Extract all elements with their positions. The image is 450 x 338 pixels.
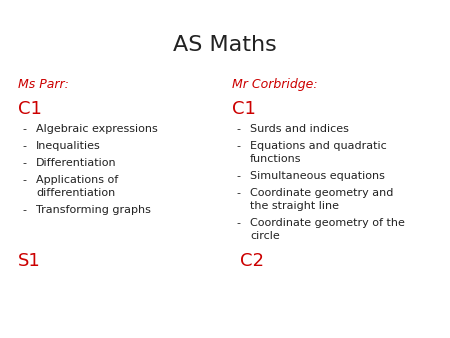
Text: differentiation: differentiation — [36, 188, 115, 198]
Text: -: - — [236, 141, 240, 151]
Text: Mr Corbridge:: Mr Corbridge: — [232, 78, 318, 91]
Text: -: - — [236, 171, 240, 181]
Text: circle: circle — [250, 231, 280, 241]
Text: -: - — [236, 124, 240, 134]
Text: Coordinate geometry and: Coordinate geometry and — [250, 188, 393, 198]
Text: Equations and quadratic: Equations and quadratic — [250, 141, 387, 151]
Text: Applications of: Applications of — [36, 175, 118, 185]
Text: Algebraic expressions: Algebraic expressions — [36, 124, 158, 134]
Text: AS Maths: AS Maths — [173, 35, 277, 55]
Text: C1: C1 — [18, 100, 42, 118]
Text: Surds and indices: Surds and indices — [250, 124, 349, 134]
Text: the straight line: the straight line — [250, 201, 339, 211]
Text: C2: C2 — [240, 252, 264, 270]
Text: functions: functions — [250, 154, 302, 164]
Text: -: - — [236, 188, 240, 198]
Text: -: - — [22, 158, 26, 168]
Text: -: - — [22, 175, 26, 185]
Text: Ms Parr:: Ms Parr: — [18, 78, 69, 91]
Text: S1: S1 — [18, 252, 41, 270]
Text: Inequalities: Inequalities — [36, 141, 101, 151]
Text: C1: C1 — [232, 100, 256, 118]
Text: Coordinate geometry of the: Coordinate geometry of the — [250, 218, 405, 228]
Text: Differentiation: Differentiation — [36, 158, 117, 168]
Text: -: - — [22, 141, 26, 151]
Text: -: - — [22, 205, 26, 215]
Text: Simultaneous equations: Simultaneous equations — [250, 171, 385, 181]
Text: -: - — [22, 124, 26, 134]
Text: Transforming graphs: Transforming graphs — [36, 205, 151, 215]
Text: -: - — [236, 218, 240, 228]
